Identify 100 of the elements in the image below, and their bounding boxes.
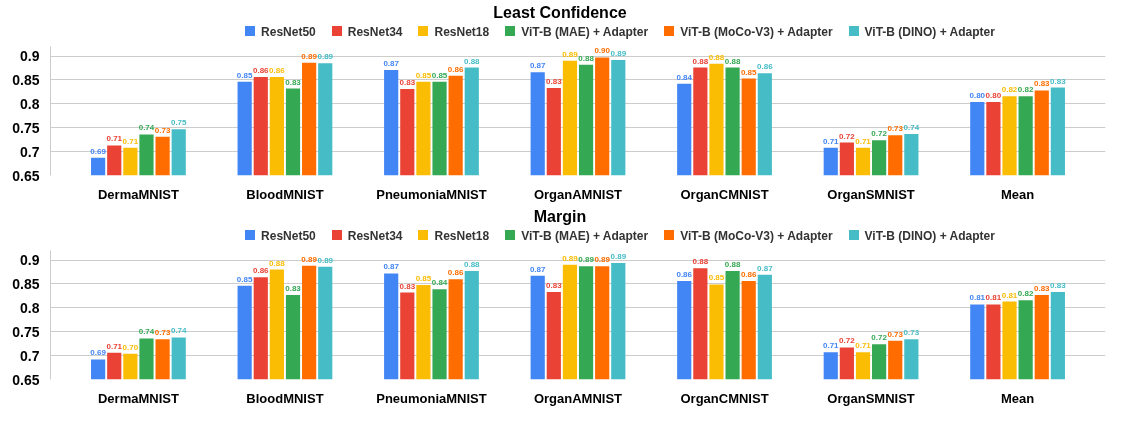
chart-title: Margin <box>532 207 588 227</box>
data-label: 0.80 <box>969 90 986 100</box>
data-label: 0.73 <box>887 124 904 134</box>
x-tick-label: OrganAMNIST <box>533 390 623 406</box>
data-label: 0.89 <box>594 255 611 265</box>
data-label: 0.83 <box>546 77 563 87</box>
y-tick-label: 0.85 <box>12 71 40 88</box>
data-label: 0.88 <box>724 260 741 270</box>
data-label: 0.86 <box>676 270 693 280</box>
x-tick-label: OrganSMNIST <box>827 390 915 406</box>
data-label: 0.86 <box>269 66 286 76</box>
data-label: 0.74 <box>903 122 920 132</box>
data-label: 0.86 <box>447 268 464 278</box>
data-label: 0.86 <box>252 66 270 76</box>
y-tick-label: 0.9 <box>20 252 40 269</box>
data-label: 0.90 <box>594 46 611 56</box>
data-label: 0.81 <box>969 293 986 303</box>
legend-label: ResNet34 <box>346 25 403 39</box>
data-label: 0.87 <box>529 61 547 71</box>
legend-label: ViT-B (MoCo-V3) + Adapter <box>679 25 833 39</box>
data-label: 0.71 <box>855 136 872 146</box>
data-label: 0.85 <box>415 273 432 283</box>
data-label: 0.71 <box>822 341 840 351</box>
data-label: 0.89 <box>578 255 595 265</box>
data-label: 0.89 <box>610 48 627 58</box>
data-label: 0.83 <box>1050 281 1067 291</box>
x-tick-label: DermaMNIST <box>97 186 179 202</box>
data-label: 0.88 <box>692 56 709 66</box>
data-label: 0.73 <box>887 329 904 339</box>
x-tick-label: Mean <box>1000 390 1035 406</box>
data-label: 0.71 <box>122 136 139 146</box>
data-label: 0.81 <box>985 293 1002 303</box>
y-tick-label: 0.9 <box>20 48 40 65</box>
data-label: 0.89 <box>301 51 318 61</box>
data-label: 0.83 <box>285 283 302 293</box>
data-label: 0.83 <box>399 281 416 291</box>
y-tick-label: 0.75 <box>12 119 40 136</box>
data-label: 0.83 <box>399 78 416 88</box>
data-label: 0.86 <box>252 266 270 276</box>
y-tick-label: 0.8 <box>20 299 40 316</box>
data-label: 0.69 <box>90 348 107 358</box>
legend-label: ViT-B (DINO) + Adapter <box>863 25 995 39</box>
x-tick-label: OrganAMNIST <box>533 186 623 202</box>
data-label: 0.71 <box>855 341 872 351</box>
data-label: 0.82 <box>1001 85 1018 95</box>
data-label: 0.75 <box>170 118 188 128</box>
data-label: 0.89 <box>562 49 579 59</box>
data-label: 0.83 <box>285 77 302 87</box>
data-label: 0.88 <box>463 260 481 270</box>
legend-label: ResNet18 <box>433 229 490 243</box>
data-label: 0.88 <box>269 258 286 268</box>
y-tick-label: 0.65 <box>12 371 40 388</box>
y-tick-label: 0.8 <box>20 95 40 112</box>
data-label: 0.83 <box>1033 283 1051 293</box>
data-label: 0.87 <box>383 58 400 68</box>
data-label: 0.87 <box>529 264 547 274</box>
data-label: 0.72 <box>839 131 856 141</box>
legend-label: ResNet18 <box>433 25 490 39</box>
data-label: 0.71 <box>106 134 123 144</box>
data-label: 0.74 <box>170 326 188 336</box>
data-label: 0.82 <box>1017 289 1034 299</box>
data-label: 0.85 <box>415 70 432 80</box>
data-label: 0.71 <box>822 136 840 146</box>
data-label: 0.89 <box>317 255 334 265</box>
legend-label: ViT-B (MAE) + Adapter <box>520 25 649 39</box>
data-label: 0.88 <box>708 52 725 62</box>
data-label: 0.73 <box>154 328 171 338</box>
data-label: 0.88 <box>692 257 709 267</box>
data-label: 0.73 <box>903 328 920 338</box>
y-tick-label: 0.75 <box>12 323 40 340</box>
x-tick-label: PneumoniaMNIST <box>376 390 487 406</box>
data-label: 0.70 <box>122 342 139 352</box>
data-label: 0.88 <box>578 53 595 63</box>
y-tick-label: 0.7 <box>20 143 40 160</box>
legend-label: ViT-B (DINO) + Adapter <box>863 229 995 243</box>
data-label: 0.73 <box>154 125 171 135</box>
x-tick-label: OrganCMNIST <box>680 186 769 202</box>
data-label: 0.83 <box>1050 76 1067 86</box>
data-label: 0.89 <box>317 52 334 62</box>
data-label: 0.86 <box>757 62 774 72</box>
x-tick-label: DermaMNIST <box>97 390 179 406</box>
x-tick-label: OrganCMNIST <box>680 390 769 406</box>
data-label: 0.89 <box>610 251 627 261</box>
data-label: 0.88 <box>463 56 481 66</box>
legend-label: ResNet50 <box>260 229 316 243</box>
data-label: 0.83 <box>1033 79 1051 89</box>
data-label: 0.82 <box>1017 85 1034 95</box>
data-label: 0.72 <box>871 129 888 139</box>
data-label: 0.84 <box>676 72 693 82</box>
data-label: 0.74 <box>138 123 155 133</box>
data-label: 0.69 <box>90 146 107 156</box>
x-tick-label: OrganSMNIST <box>827 186 915 202</box>
y-tick-label: 0.85 <box>12 275 40 292</box>
data-label: 0.83 <box>546 281 563 291</box>
chart-title: Least Confidence <box>492 3 628 23</box>
x-tick-label: BloodMNIST <box>246 390 324 406</box>
data-label: 0.72 <box>871 333 888 343</box>
data-label: 0.89 <box>301 254 318 264</box>
legend-label: ResNet50 <box>260 25 316 39</box>
legend-label: ResNet34 <box>346 229 403 243</box>
